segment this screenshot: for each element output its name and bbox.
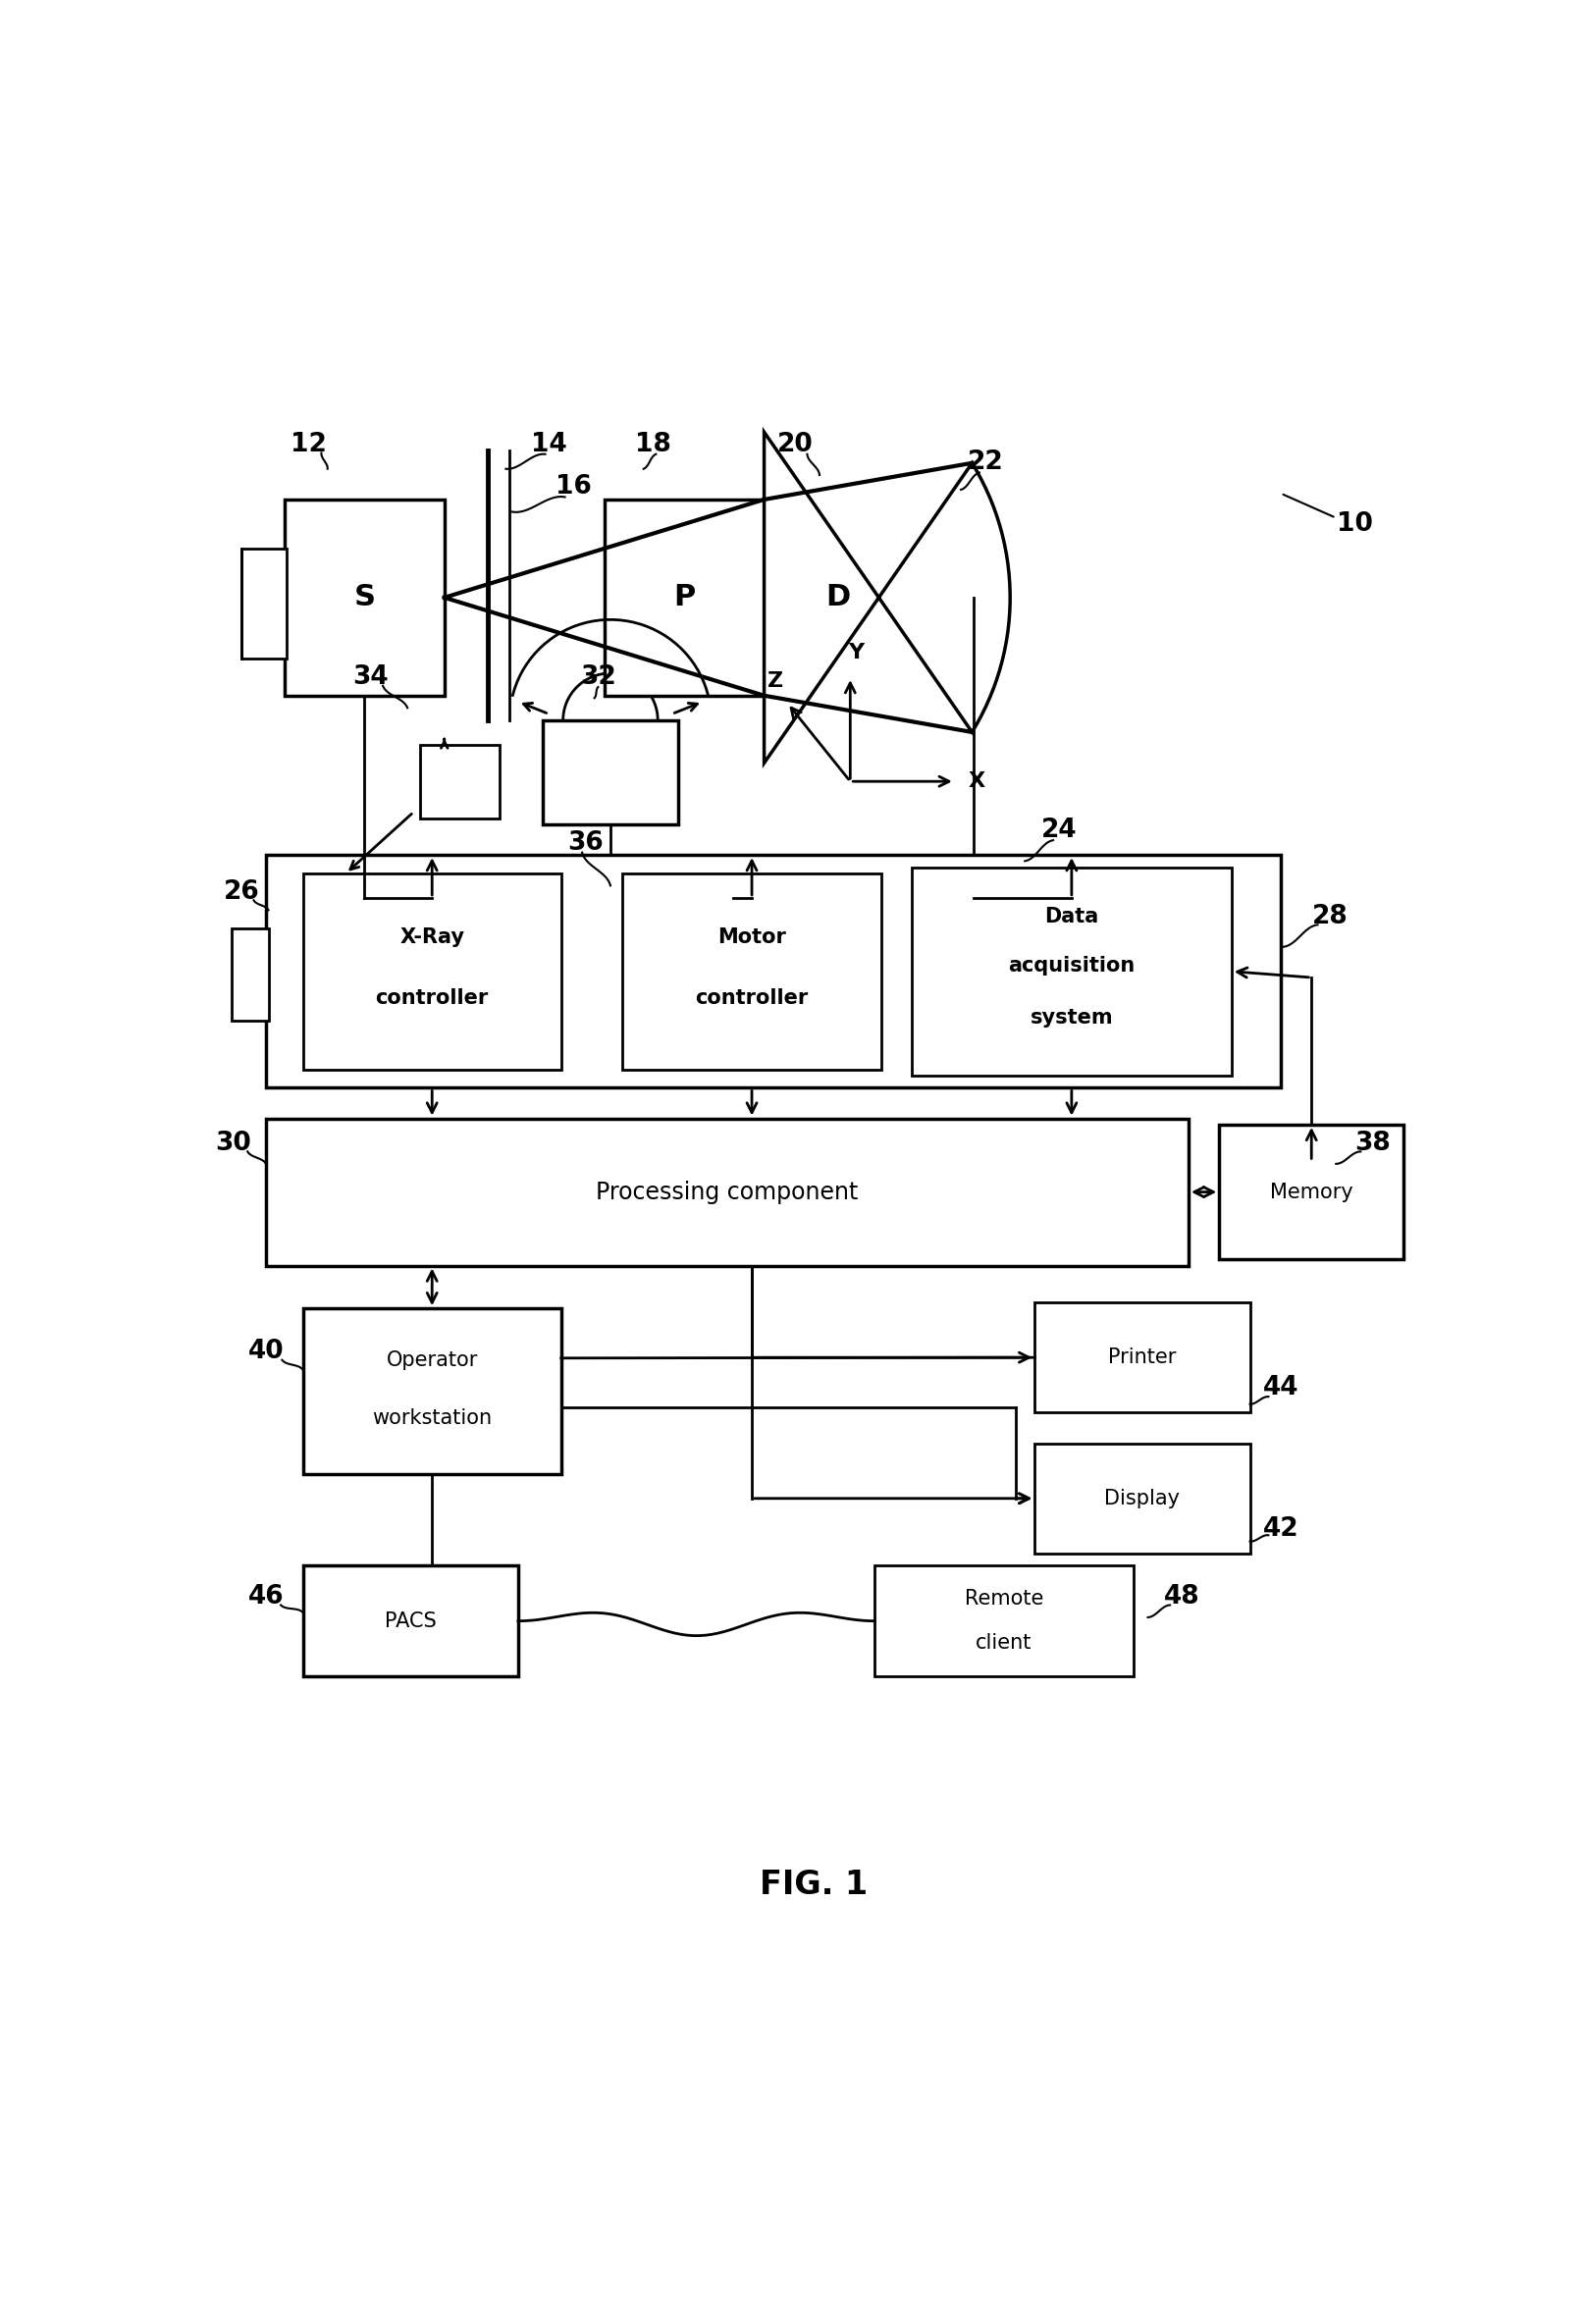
Text: 30: 30	[214, 1129, 251, 1155]
Polygon shape	[765, 432, 1009, 762]
Bar	[303, 1308, 562, 1473]
Text: 44: 44	[1263, 1376, 1298, 1401]
Text: 12: 12	[290, 432, 327, 458]
Bar	[543, 720, 678, 825]
Text: PACS: PACS	[384, 1611, 436, 1631]
Bar	[241, 548, 287, 658]
Text: 14: 14	[532, 432, 567, 458]
Text: 16: 16	[555, 474, 592, 500]
Text: 46: 46	[248, 1583, 284, 1608]
Text: Operator: Operator	[386, 1350, 478, 1371]
Text: 38: 38	[1355, 1129, 1390, 1155]
Text: Remote: Remote	[965, 1590, 1043, 1608]
Text: 22: 22	[968, 451, 1003, 476]
Text: Y: Y	[849, 644, 865, 662]
Text: 32: 32	[581, 665, 616, 690]
Bar	[303, 1566, 519, 1676]
Bar	[284, 500, 444, 695]
Text: FIG. 1: FIG. 1	[759, 1868, 868, 1901]
Text: system: system	[1030, 1009, 1112, 1027]
Text: Z: Z	[767, 672, 782, 690]
Text: Processing component: Processing component	[597, 1181, 859, 1204]
Bar	[1035, 1301, 1251, 1413]
Text: 42: 42	[1263, 1515, 1298, 1541]
Text: Motor: Motor	[717, 927, 786, 946]
Text: S: S	[354, 583, 375, 611]
Bar	[1219, 1125, 1404, 1260]
Bar	[605, 500, 765, 695]
Bar	[622, 874, 881, 1069]
Bar	[911, 867, 1232, 1076]
Text: Memory: Memory	[1270, 1183, 1354, 1202]
Text: 34: 34	[352, 665, 389, 690]
Text: 26: 26	[224, 878, 259, 904]
Bar	[1035, 1443, 1251, 1552]
Text: controller: controller	[695, 988, 808, 1009]
Text: workstation: workstation	[371, 1408, 492, 1427]
Text: controller: controller	[376, 988, 489, 1009]
Text: 18: 18	[635, 432, 671, 458]
Bar	[303, 874, 562, 1069]
Text: Data: Data	[1044, 906, 1098, 925]
Text: 24: 24	[1041, 818, 1078, 844]
Text: 10: 10	[1336, 511, 1373, 537]
Text: client: client	[976, 1634, 1032, 1652]
Text: 20: 20	[778, 432, 813, 458]
Text: 40: 40	[248, 1339, 284, 1364]
Text: P: P	[673, 583, 695, 611]
Text: Printer: Printer	[1108, 1348, 1176, 1367]
Bar	[419, 744, 500, 818]
Bar	[267, 855, 1281, 1088]
Text: Display: Display	[1105, 1490, 1181, 1508]
Text: 48: 48	[1165, 1583, 1200, 1608]
Text: X-Ray: X-Ray	[400, 927, 465, 946]
Bar	[267, 1118, 1189, 1267]
Text: 36: 36	[568, 830, 603, 855]
Text: D: D	[825, 583, 851, 611]
Text: X: X	[968, 772, 986, 790]
Text: 28: 28	[1312, 904, 1347, 930]
Bar	[232, 930, 268, 1020]
Text: acquisition: acquisition	[1008, 955, 1135, 976]
Bar	[874, 1566, 1133, 1676]
